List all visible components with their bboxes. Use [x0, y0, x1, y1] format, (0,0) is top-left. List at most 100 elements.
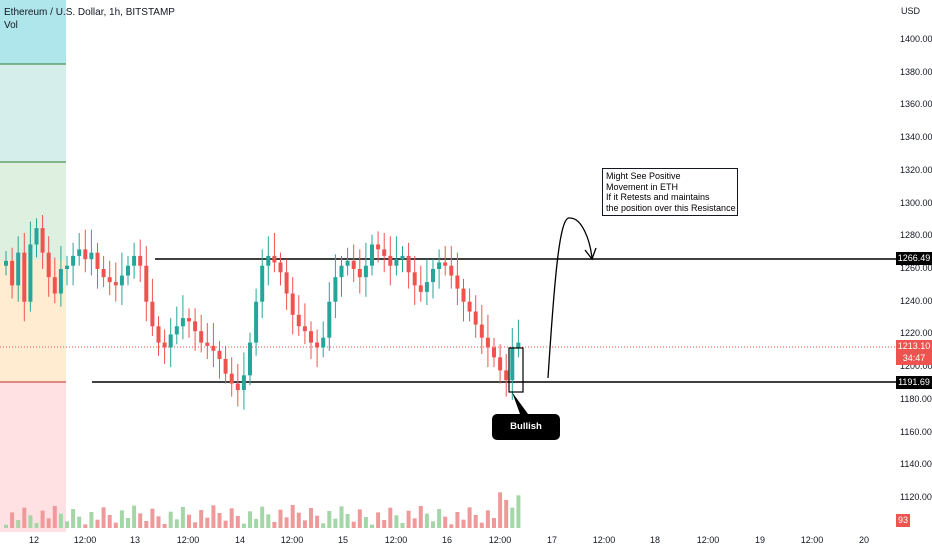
candle-body	[302, 326, 307, 332]
time-tick-label: 17	[546, 535, 558, 545]
volume-bar	[309, 508, 313, 528]
candle-body	[510, 347, 515, 381]
candle-body	[418, 285, 423, 292]
volume-bar	[248, 511, 252, 528]
volume-bar	[101, 507, 106, 528]
time-tick-label: 12:00	[592, 535, 616, 545]
volume-bar	[34, 523, 39, 528]
candle-body	[461, 288, 466, 302]
time-tick-label: 12:00	[800, 535, 824, 545]
volume-bar	[333, 518, 338, 528]
volume-bar	[254, 519, 259, 528]
volume-bar	[107, 515, 112, 528]
volume-bar	[217, 513, 222, 528]
candle-body	[296, 314, 301, 327]
candle-body	[278, 262, 283, 273]
volume-bar	[205, 517, 210, 528]
candle-body	[357, 269, 362, 278]
volume-value-tag: 93	[896, 514, 910, 527]
volume-bar	[327, 511, 332, 528]
volume-bar	[113, 522, 118, 528]
volume-bar	[83, 524, 88, 528]
text-note[interactable]: Might See Positive Movement in ETH If it…	[602, 168, 738, 216]
time-tick-label: 12	[28, 535, 40, 545]
volume-bar	[162, 524, 167, 528]
volume-bar	[223, 520, 228, 528]
volume-bar	[345, 514, 350, 528]
price-tick-label: 1200.00	[900, 361, 932, 372]
candle-body	[339, 265, 344, 278]
price-tick-label: 1280.00	[900, 230, 932, 241]
volume-bar	[138, 513, 143, 528]
currency-label: USD	[901, 6, 921, 16]
candle-body	[223, 358, 228, 374]
volume-bar	[150, 508, 155, 528]
price-tick-label: 1180.00	[900, 393, 932, 404]
volume-bar	[144, 521, 149, 528]
candle-body	[199, 331, 204, 343]
volume-bar	[455, 512, 460, 528]
candle-body	[498, 357, 503, 371]
candle-body	[22, 252, 27, 302]
candle-body	[260, 265, 265, 302]
time-tick-label: 20	[858, 535, 870, 545]
volume-bar	[180, 507, 185, 528]
volume-bar	[498, 492, 503, 528]
candle-body	[351, 260, 356, 269]
candle-body	[58, 269, 63, 294]
candle-body	[272, 255, 277, 263]
volume-bar	[400, 523, 405, 528]
volume-bar	[406, 510, 411, 528]
candle-body	[89, 252, 94, 260]
price-tick-label: 1120.00	[900, 492, 932, 502]
candle-body	[83, 249, 88, 260]
candle-body	[327, 301, 332, 338]
volume-bar	[260, 506, 265, 528]
price-tick-label: 1300.00	[900, 197, 932, 208]
volume-bar	[241, 523, 246, 528]
time-tick-label: 12:00	[384, 535, 408, 545]
candle-body	[431, 269, 435, 283]
volume-bar	[58, 513, 63, 528]
candle-body	[345, 260, 350, 266]
volume-bar	[412, 518, 417, 528]
volume-bar	[52, 506, 57, 528]
candle-body	[40, 228, 45, 253]
time-tick-label: 16	[441, 535, 453, 545]
candle-body	[473, 311, 478, 325]
candle-body	[449, 265, 454, 276]
candle-body	[119, 275, 124, 286]
volume-bar	[71, 509, 76, 528]
candle-body	[16, 252, 21, 286]
price-tick-label: 1140.00	[900, 459, 932, 470]
price-tick-label: 1320.00	[900, 164, 932, 175]
volume-bar	[89, 512, 94, 528]
volume-bar	[388, 507, 393, 528]
volume-bar	[382, 520, 387, 528]
volume-bar	[321, 523, 326, 528]
time-tick-label: 14	[234, 535, 246, 545]
candle-body	[394, 259, 399, 266]
bullish-piercing-callout[interactable]: Bullish Piercing	[492, 414, 560, 458]
volume-bar	[516, 495, 521, 528]
time-tick-label: 12:00	[488, 535, 512, 545]
candle-body	[382, 249, 387, 256]
volume-indicator-label[interactable]: Vol	[4, 20, 18, 31]
candle-body	[168, 334, 173, 348]
volume-bar	[467, 507, 472, 528]
candle-body	[113, 282, 118, 286]
candle-body	[180, 318, 185, 327]
volume-bar	[461, 519, 466, 528]
volume-bar	[376, 512, 381, 528]
symbol-title[interactable]: Ethereum / U.S. Dollar, 1h, BITSTAMP	[4, 7, 175, 18]
candle-body	[333, 277, 338, 302]
candle-body	[485, 337, 490, 348]
note-line-3: If it Retests and maintains	[606, 192, 710, 202]
candle-body	[254, 301, 259, 343]
volume-bar	[394, 515, 399, 528]
candle-body	[187, 318, 191, 322]
candle-body	[424, 282, 429, 292]
resistance-price-tag: 1266.49	[896, 252, 932, 265]
price-tick-label: 1400.00	[900, 34, 932, 44]
